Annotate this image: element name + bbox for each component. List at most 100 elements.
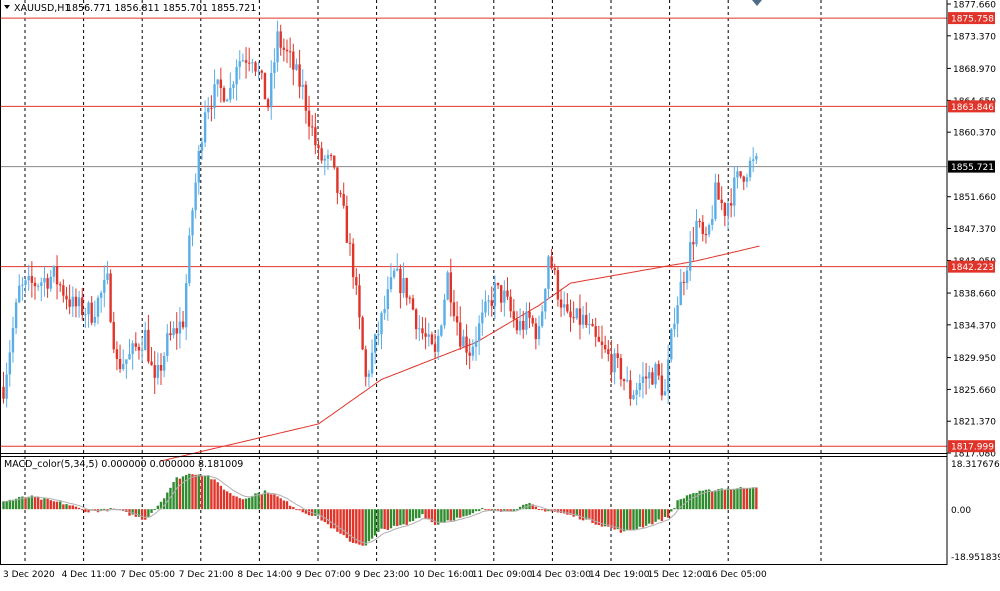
- price-tick-label: 1847.370: [953, 225, 996, 235]
- candle-body: [566, 304, 569, 312]
- macd-bar: [131, 509, 134, 515]
- macd-bar: [648, 509, 651, 524]
- candle-body: [59, 284, 62, 286]
- macd-bar: [33, 496, 37, 510]
- macd-bar: [597, 509, 601, 526]
- candle-body: [717, 182, 720, 200]
- candle-body: [651, 372, 654, 385]
- macd-bar: [185, 474, 188, 510]
- candle-body: [30, 276, 34, 283]
- candle-body: [550, 256, 553, 269]
- candle-body: [531, 317, 534, 324]
- macd-bar: [213, 479, 216, 510]
- macd-bar: [367, 509, 371, 542]
- candle-body: [670, 329, 673, 360]
- macd-axis-top: 18.317676: [951, 460, 1000, 470]
- macd-bar: [210, 479, 213, 510]
- price-tick-label: 1817.080: [953, 450, 996, 460]
- macd-bar: [726, 488, 730, 510]
- candle-body: [222, 88, 226, 102]
- macd-bar: [742, 488, 745, 510]
- candle-body: [572, 317, 575, 319]
- price-level-label: 1863.846: [951, 103, 994, 113]
- candle-body: [537, 326, 541, 340]
- macd-bar: [2, 501, 5, 510]
- macd-bar: [46, 498, 49, 510]
- candle-body: [629, 380, 632, 399]
- macd-bar: [392, 509, 396, 526]
- candle-body: [257, 70, 260, 72]
- macd-bar: [569, 509, 572, 515]
- candle-body: [474, 340, 478, 347]
- macd-bar: [251, 495, 254, 510]
- candle-body: [288, 51, 292, 53]
- candle-body: [755, 155, 758, 160]
- candle-body: [685, 270, 689, 284]
- candle-body: [421, 328, 424, 334]
- price-level-lines[interactable]: [0, 17, 947, 447]
- symbol-menu-icon[interactable]: [4, 5, 10, 9]
- candle-body: [229, 87, 232, 100]
- macd-bar: [522, 504, 525, 510]
- candle-body: [383, 309, 386, 313]
- macd-bar: [175, 477, 178, 510]
- macd-bar: [74, 506, 78, 510]
- candle-body: [484, 301, 487, 313]
- candle-body: [24, 280, 27, 285]
- candle-body: [540, 311, 544, 327]
- candle-body: [122, 363, 125, 370]
- candle-body: [443, 299, 446, 326]
- macd-bar: [137, 509, 141, 517]
- candle-body: [210, 107, 213, 109]
- macd-bar: [585, 509, 588, 520]
- price-level-label: 1817.999: [951, 443, 994, 453]
- candle-body: [481, 312, 484, 324]
- price-level-label: 1842.223: [951, 263, 994, 273]
- candle-body: [638, 383, 641, 390]
- macd-bar: [383, 509, 386, 530]
- candle-body: [500, 285, 503, 303]
- time-label: 14 Dec 19:00: [589, 570, 650, 580]
- macd-bar: [433, 509, 437, 525]
- candle-body: [244, 60, 248, 63]
- macd-bar: [40, 499, 43, 510]
- candle-body: [698, 221, 701, 223]
- price-level-label: 1875.758: [951, 15, 994, 25]
- macd-bar: [320, 509, 323, 521]
- candle-body: [733, 177, 736, 206]
- macd-bar: [414, 509, 418, 519]
- macd-bar: [295, 509, 298, 511]
- candle-body: [396, 268, 399, 271]
- candle-body: [411, 298, 415, 310]
- candle-body: [386, 289, 389, 310]
- candle-body: [600, 341, 604, 345]
- candle-body: [74, 296, 78, 307]
- candle-body: [632, 394, 635, 399]
- macd-bar: [752, 487, 755, 510]
- price-tick-label: 1873.370: [953, 32, 996, 42]
- candle-body: [62, 285, 65, 296]
- candle-body: [191, 210, 194, 236]
- candle-body: [581, 314, 585, 325]
- scroll-marker-icon[interactable]: [752, 0, 762, 6]
- macd-bar: [465, 509, 468, 516]
- candle-body: [449, 272, 452, 303]
- macd-bar: [361, 509, 364, 546]
- macd-bar: [698, 490, 701, 510]
- candle-body: [137, 346, 141, 351]
- macd-bar: [600, 509, 604, 527]
- macd-bar: [298, 509, 301, 511]
- price-tick-label: 1821.370: [953, 418, 996, 428]
- candle-body: [279, 31, 282, 48]
- macd-bar: [150, 509, 153, 513]
- candle-body: [115, 349, 119, 359]
- candle-body: [235, 66, 238, 85]
- candle-body: [729, 203, 733, 206]
- candle-body: [493, 283, 497, 306]
- macd-bar: [566, 509, 569, 515]
- macd-bar: [348, 509, 352, 542]
- macd-bar: [723, 489, 727, 510]
- candle-body: [241, 60, 245, 62]
